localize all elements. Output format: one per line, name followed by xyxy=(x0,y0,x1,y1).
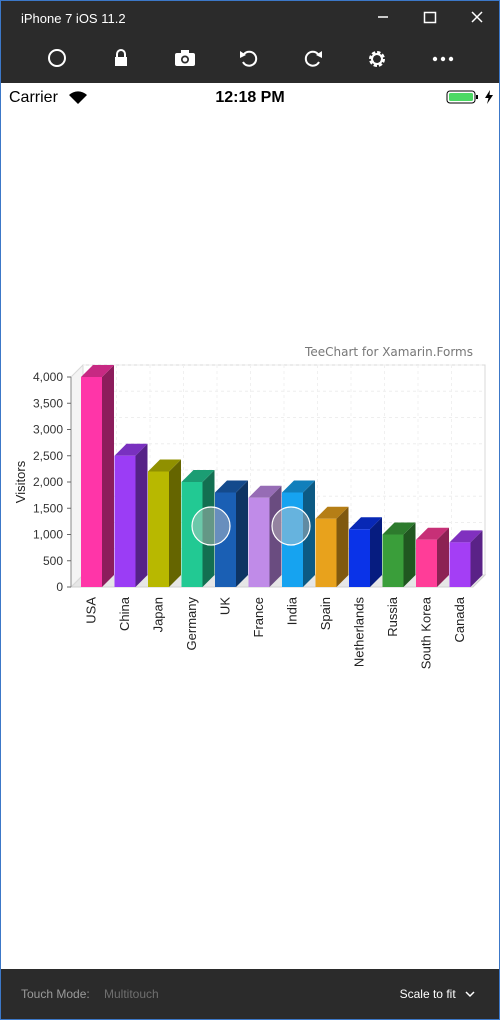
bar-chart[interactable]: 0 500 1,000 1,500 2,000 2,500 3,000 3,500 4,000 V… xyxy=(1,83,499,969)
wifi-icon xyxy=(69,91,87,104)
more-icon[interactable] xyxy=(427,45,459,75)
y-tick-label: 3,500 xyxy=(33,396,63,410)
bar-top xyxy=(114,443,148,456)
rotate-right-icon[interactable] xyxy=(297,45,329,75)
x-tick-label: Japan xyxy=(151,597,166,632)
bar-france xyxy=(248,497,270,587)
bar-top xyxy=(248,485,282,498)
bar-top xyxy=(215,480,248,493)
chevron-down-icon xyxy=(465,991,475,998)
y-tick-label: 1,000 xyxy=(33,528,63,542)
bar-netherlands xyxy=(349,529,370,587)
bar-south-korea xyxy=(416,539,437,587)
camera-icon[interactable] xyxy=(169,45,201,75)
bar-china xyxy=(114,455,136,587)
bar-side xyxy=(336,506,349,587)
bar-side xyxy=(236,480,248,587)
y-tick-label: 2,500 xyxy=(33,449,63,463)
carrier-label: Carrier xyxy=(9,89,58,106)
y-tick-label: 500 xyxy=(43,554,63,568)
bar-side xyxy=(202,470,215,587)
x-tick-label: USA xyxy=(84,597,99,624)
bar-side xyxy=(370,517,382,587)
touch-indicator xyxy=(271,506,311,546)
rotate-left-icon[interactable] xyxy=(233,45,265,75)
x-tick-label: Germany xyxy=(184,597,199,651)
device-screen: Carrier 12:18 PM 0 500 1,000 1,500 2,000 2,50… xyxy=(1,83,499,969)
x-tick-label: China xyxy=(117,596,132,631)
x-tick-label: UK xyxy=(218,597,233,615)
y-tick-label: 1,500 xyxy=(33,501,63,515)
bar-side xyxy=(102,365,114,587)
x-tick-label: South Korea xyxy=(419,596,434,669)
charging-bolt-icon xyxy=(485,90,493,104)
x-tick-label: Russia xyxy=(385,596,400,637)
bar-top xyxy=(181,470,215,482)
bar-spain xyxy=(315,518,337,587)
bar-canada xyxy=(449,542,471,587)
touch-mode-label: Touch Mode: xyxy=(21,987,90,1001)
bar-side xyxy=(403,522,416,587)
ios-status-bar: Carrier 12:18 PM xyxy=(1,83,499,111)
bar-top xyxy=(282,480,315,493)
bar-usa xyxy=(81,377,102,587)
window-title: iPhone 7 iOS 11.2 xyxy=(21,11,126,26)
maximize-icon[interactable] xyxy=(413,7,447,31)
bar-uk xyxy=(215,492,236,587)
bar-russia xyxy=(382,534,404,587)
battery-icon xyxy=(446,90,478,104)
bottom-bar: Touch Mode: Multitouch Scale to fit xyxy=(1,969,499,1019)
x-tick-label: Spain xyxy=(318,597,333,630)
scale-dropdown[interactable]: Scale to fit xyxy=(400,987,475,1001)
minimize-icon[interactable] xyxy=(366,7,400,31)
y-axis-title: Visitors xyxy=(13,460,28,503)
bar-india xyxy=(282,492,303,587)
bar-germany xyxy=(181,482,203,587)
touch-indicator xyxy=(191,506,231,546)
y-tick-label: 0 xyxy=(56,580,63,594)
y-tick-label: 4,000 xyxy=(33,370,63,384)
bar-top xyxy=(81,365,114,377)
bar-top xyxy=(382,522,416,535)
bar-top xyxy=(315,506,349,519)
bar-top xyxy=(349,517,382,530)
y-tick-label: 3,000 xyxy=(33,423,63,437)
bar-side xyxy=(437,527,449,587)
bar-top xyxy=(148,459,181,472)
x-tick-label: Canada xyxy=(452,596,467,642)
bar-side xyxy=(470,530,483,587)
title-bar: iPhone 7 iOS 11.2 xyxy=(1,1,499,37)
bar-top xyxy=(416,527,449,540)
bar-side xyxy=(135,443,148,587)
bar-japan xyxy=(148,471,169,587)
simulator-toolbar xyxy=(1,37,499,83)
x-tick-label: France xyxy=(251,597,266,637)
chart-watermark: TeeChart for Xamarin.Forms xyxy=(304,345,473,359)
lock-icon[interactable] xyxy=(105,45,137,75)
home-icon[interactable] xyxy=(41,45,73,75)
bar-side xyxy=(169,459,181,587)
bar-top xyxy=(449,530,483,543)
touch-mode-value[interactable]: Multitouch xyxy=(104,987,159,1001)
x-tick-label: India xyxy=(285,596,300,625)
x-tick-label: Netherlands xyxy=(352,597,367,668)
status-time: 12:18 PM xyxy=(215,89,285,106)
y-tick-label: 2,000 xyxy=(33,475,63,489)
close-icon[interactable] xyxy=(460,7,494,31)
scale-label: Scale to fit xyxy=(399,987,456,1001)
settings-icon[interactable] xyxy=(361,45,393,75)
